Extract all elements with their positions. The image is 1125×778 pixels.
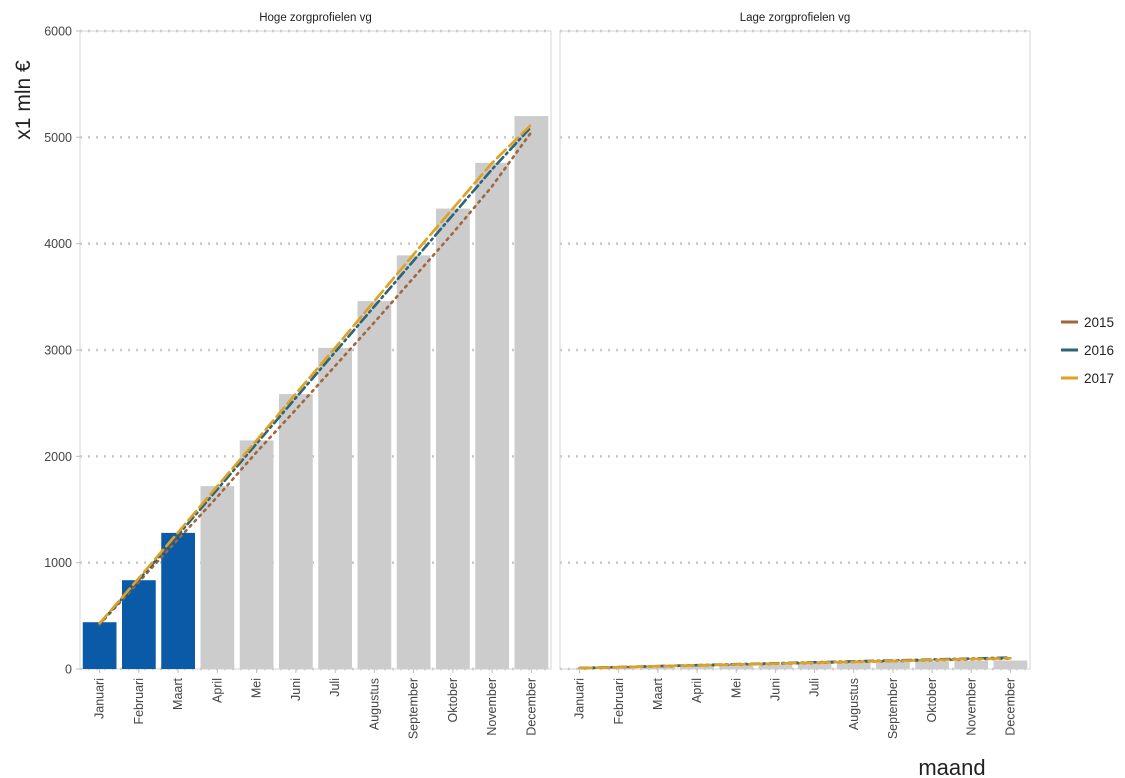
legend: 2015 2016 2017 xyxy=(1061,315,1114,386)
y-tick-label: 4000 xyxy=(44,237,72,251)
x-tick-label: Augustus xyxy=(847,678,861,730)
bar-mei xyxy=(239,440,274,669)
legend-label: 2016 xyxy=(1084,343,1114,358)
x-axis-label: maand xyxy=(918,755,985,778)
bar-april xyxy=(680,665,714,669)
y-tick-label: 5000 xyxy=(44,131,72,145)
x-tick-label: Februari xyxy=(612,678,626,725)
y-axis: 0 1000 2000 3000 4000 5000 6000 xyxy=(44,25,80,677)
x-tick-label: December xyxy=(1003,678,1017,736)
x-tick-label: Juni xyxy=(289,678,303,701)
bar-juli xyxy=(797,663,832,669)
bar-augustus xyxy=(357,301,392,669)
bar-juli xyxy=(318,347,353,669)
legend-item-2017: 2017 xyxy=(1061,371,1114,386)
x-tick-label: Mei xyxy=(729,678,743,698)
bar-juni xyxy=(278,394,313,669)
series-line-2015 xyxy=(98,130,533,626)
bar-september xyxy=(876,661,910,669)
bar-november xyxy=(954,660,989,669)
bar-maart xyxy=(161,532,196,669)
x-tick-label: Maart xyxy=(651,677,665,709)
bar-april xyxy=(200,486,235,669)
x-tick-label: Oktober xyxy=(446,678,460,722)
bar-november xyxy=(475,162,510,669)
y-tick-label: 2000 xyxy=(44,450,72,464)
bar-februari xyxy=(121,580,156,669)
legend-label: 2017 xyxy=(1084,371,1114,386)
y-tick-label: 6000 xyxy=(44,25,72,39)
panel-1: Hoge zorgprofielen vg Januari Februari Maar… xyxy=(79,12,552,739)
x-tick-label: November xyxy=(964,678,978,736)
series-line-2017 xyxy=(98,123,533,625)
series-line-2017 xyxy=(578,656,1012,670)
x-tick-label: Juni xyxy=(768,678,782,701)
x-tick-label: Mei xyxy=(250,678,264,698)
panel-title: Lage zorgprofielen vg xyxy=(740,12,851,24)
panel-title: Hoge zorgprofielen vg xyxy=(259,12,372,24)
y-tick-label: 0 xyxy=(65,663,72,677)
x-tick-label: Februari xyxy=(132,678,146,725)
x-tick-label: Maart xyxy=(171,677,185,709)
bar-oktober xyxy=(915,661,949,669)
panel-frame xyxy=(559,30,1031,670)
x-tick-label: Augustus xyxy=(367,678,381,730)
y-axis-label: x1 mln € xyxy=(12,60,35,140)
legend-label: 2015 xyxy=(1084,315,1114,330)
bar-juni xyxy=(758,664,793,669)
y-tick-label: 1000 xyxy=(44,556,72,570)
bar-maart xyxy=(641,666,675,669)
x-tick-label: November xyxy=(485,678,499,736)
legend-item-2015: 2015 xyxy=(1061,315,1114,330)
chart-panels: Hoge zorgprofielen vg Januari Februari Maar… xyxy=(79,12,1031,739)
bar-oktober xyxy=(435,208,470,669)
x-tick-label: Juli xyxy=(328,678,342,697)
x-tick-label: Januari xyxy=(93,678,107,719)
x-tick-label: April xyxy=(690,678,704,703)
bar-januari xyxy=(82,622,117,669)
series-line-2016 xyxy=(98,125,533,626)
x-tick-label: December xyxy=(524,678,538,736)
bar-december xyxy=(514,116,549,670)
bar-augustus xyxy=(836,662,871,669)
panel-2: Lage zorgprofielen vg Januari Februari Maar… xyxy=(559,12,1031,739)
x-tick-label: Januari xyxy=(573,678,587,719)
x-tick-label: Juli xyxy=(808,678,822,697)
bar-mei xyxy=(719,664,754,669)
x-tick-label: April xyxy=(210,678,224,703)
x-tick-label: September xyxy=(886,678,900,739)
x-tick-label: Oktober xyxy=(925,678,939,722)
legend-item-2016: 2016 xyxy=(1061,343,1114,358)
bar-december xyxy=(993,660,1028,669)
x-tick-label: September xyxy=(407,678,421,739)
bar-september xyxy=(396,255,431,669)
y-tick-label: 3000 xyxy=(44,344,72,358)
